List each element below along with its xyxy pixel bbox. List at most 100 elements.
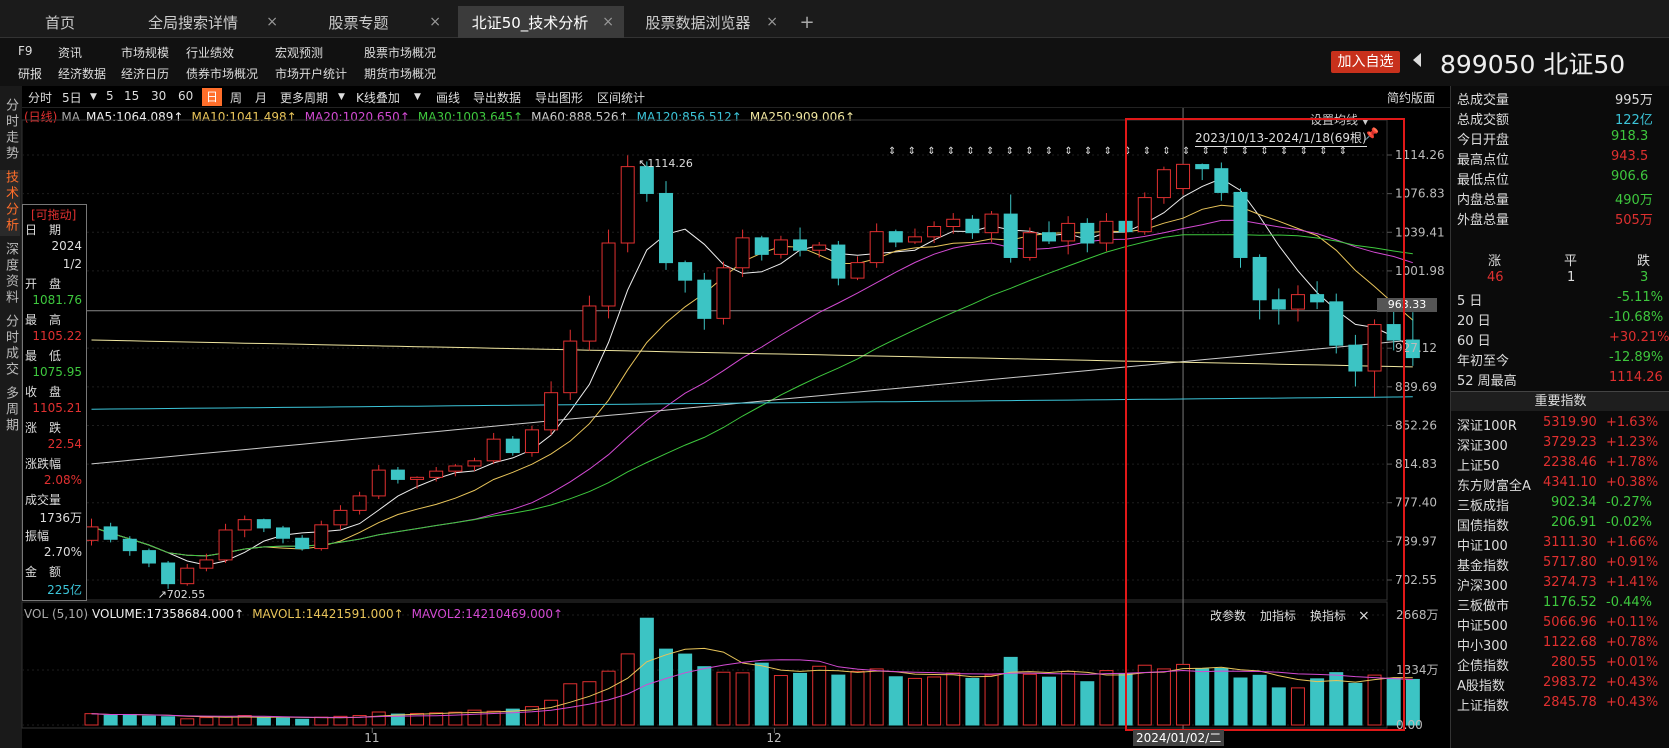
index-name[interactable]: 基金指数 [1457,559,1510,574]
add-favorite-button[interactable]: 加入自选 [1331,51,1400,73]
candle [735,229,750,278]
add-indicator-button[interactable]: 加指标 [1260,609,1297,623]
switch-indicator-button[interactable]: 换指标 [1310,609,1347,623]
candle-body [754,237,769,255]
tab-label: 股票数据浏览器 [645,13,751,32]
nav-economic-calendar[interactable]: 经济日历 [121,67,170,81]
index-name[interactable]: 深证300 [1457,439,1508,454]
candle [793,227,808,257]
draw-line-button[interactable]: 画线 [436,91,461,105]
close-icon[interactable]: × [429,14,441,30]
period-60min[interactable]: 60 [178,89,194,103]
index-name[interactable]: A股指数 [1457,679,1505,694]
nav-research[interactable]: 研报 [18,67,43,81]
candle-body [1156,169,1171,199]
candle-body [448,465,463,472]
index-name[interactable]: 中小300 [1457,639,1508,654]
nav-stock-market-overview[interactable]: 股票市场概况 [364,46,437,60]
candle-body [199,559,214,569]
index-name[interactable]: 三板成指 [1457,499,1510,514]
period-week[interactable]: 周 [230,91,243,105]
range-stats-button[interactable]: 区间统计 [597,91,646,105]
export-chart-button[interactable]: 导出图形 [535,91,584,105]
volume-bar [984,674,999,726]
volume-bar [161,716,176,726]
tab-global-search[interactable]: 全局搜索详情 × [128,6,288,38]
perf-value: -12.89% [1609,350,1664,365]
candle [1233,188,1248,268]
nav-macro-forecast[interactable]: 宏观预测 [275,46,324,60]
info-value: 2.70% [43,545,82,559]
play-back-icon[interactable] [1413,53,1421,67]
index-name[interactable]: 三板做市 [1457,599,1510,614]
index-value: 206.91 [1551,515,1597,530]
volume-bar [410,712,425,726]
period-intraday[interactable]: 分时 [28,91,53,105]
chevron-down-icon[interactable]: ▼ [414,92,421,102]
candle-body [1233,191,1248,258]
index-name[interactable]: 企债指数 [1457,659,1510,674]
close-icon[interactable]: × [1358,608,1370,624]
left-sidebar: 分时走势 技术分析 深度资料 分时成交 多周期 [0,86,22,748]
close-icon[interactable]: × [766,14,778,30]
index-name[interactable]: 国债指数 [1457,519,1510,534]
kline-chart[interactable]: 1114.26 1076.83 1039.41 1001.98 927.12 889.69… [0,0,1450,748]
volume-bar [563,683,578,726]
period-day[interactable]: 日 [202,88,223,106]
price-tick-label: 1076.83 [1395,187,1445,201]
chevron-down-icon[interactable]: ▼ [338,92,345,102]
candle [984,211,999,242]
info-label: 收 盘 [25,385,62,399]
index-name[interactable]: 深证100R [1457,419,1517,434]
mavol2-line [91,659,1413,718]
close-icon[interactable]: × [602,14,614,30]
export-data-button[interactable]: 导出数据 [473,91,522,105]
new-tab-button[interactable]: + [799,11,815,33]
candle-body [161,562,176,585]
vol-label[interactable]: VOL (5,10) [24,607,89,621]
nav-market-size[interactable]: 市场规模 [121,46,170,60]
more-periods-menu[interactable]: 更多周期 [280,91,329,105]
settings-ma-button[interactable]: 设置均线 ▼ [1310,113,1369,127]
sidebar-item-deep-data[interactable]: 深度资料 [0,242,20,308]
pin-icon[interactable]: 📌 [1364,127,1379,141]
candle-body [984,213,999,234]
tab-home[interactable]: 首页 [0,6,120,38]
kline-overlay-menu[interactable]: K线叠加 [356,91,400,105]
nav-industry-performance[interactable]: 行业绩效 [186,46,235,60]
tab-label: 北证50_技术分析 [471,13,589,32]
edit-params-button[interactable]: 改参数 [1210,609,1247,623]
period-5min[interactable]: 5 [106,89,114,103]
nav-bond-market-overview[interactable]: 债券市场概况 [186,67,259,81]
index-name[interactable]: 中证100 [1457,539,1508,554]
nav-economic-data[interactable]: 经济数据 [58,67,107,81]
period-5day[interactable]: 5日 [62,91,82,105]
nav-futures-market-overview[interactable]: 期货市场概况 [364,67,437,81]
period-15min[interactable]: 15 [124,89,140,103]
nav-account-stats[interactable]: 市场开户统计 [275,67,348,81]
index-name[interactable]: 上证指数 [1457,699,1510,714]
tab-bz50-technical[interactable]: 北证50_技术分析 × [458,6,624,38]
sidebar-item-multi-period[interactable]: 多周期 [0,386,20,436]
sidebar-item-technical[interactable]: 技术分析 [0,170,20,236]
index-name[interactable]: 上证50 [1457,459,1500,474]
chevron-down-icon[interactable]: ▼ [90,92,97,102]
period-30min[interactable]: 30 [151,89,167,103]
tab-stock-topic[interactable]: 股票专题 × [296,6,451,38]
candle-info-box[interactable]: [可拖动] 日 期 2024 1/2 开 盘 1081.76 最 高 1105.22 最 低 1… [22,204,87,601]
sidebar-item-intraday[interactable]: 分时走势 [0,98,20,164]
nav-f9[interactable]: F9 [18,44,33,58]
volume-bar [122,713,137,726]
index-name[interactable]: 中证500 [1457,619,1508,634]
candle-body [1310,294,1325,303]
nav-news[interactable]: 资讯 [58,46,83,60]
period-month[interactable]: 月 [255,91,268,105]
info-value: 2024 [51,239,82,253]
index-name[interactable]: 东方财富全A [1457,479,1531,494]
simple-view-button[interactable]: 简约版面 [1387,91,1436,105]
quote-value: 505万 [1615,213,1653,228]
sidebar-item-intraday-trades[interactable]: 分时成交 [0,314,20,380]
close-icon[interactable]: × [266,14,278,30]
index-name[interactable]: 沪深300 [1457,579,1508,594]
tab-stock-browser[interactable]: 股票数据浏览器 × [630,6,788,38]
